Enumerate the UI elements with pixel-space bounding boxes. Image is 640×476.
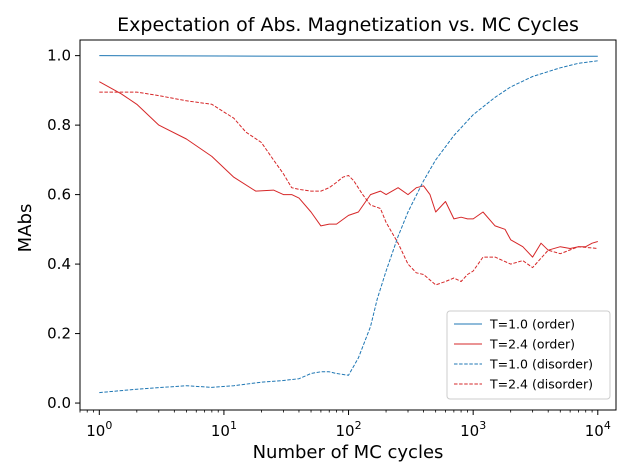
legend-box bbox=[446, 310, 611, 400]
y-tick-label-4: 0.8 bbox=[47, 116, 71, 134]
y-tick-label-3: 0.6 bbox=[47, 186, 71, 204]
x-tick-label-3: 103 bbox=[460, 419, 486, 440]
series-line-2 bbox=[99, 81, 598, 258]
legend-label-1: T=1.0 (order) bbox=[489, 317, 575, 332]
x-tick-label-1: 101 bbox=[211, 419, 237, 440]
y-tick-label-2: 0.4 bbox=[47, 255, 71, 273]
series-line-4 bbox=[99, 91, 598, 286]
y-tick-label-0: 0.0 bbox=[47, 394, 71, 412]
chart-title: Expectation of Abs. Magnetization vs. MC… bbox=[117, 14, 579, 36]
y-tick-label-1: 0.2 bbox=[47, 325, 71, 343]
plot-series bbox=[99, 55, 598, 394]
x-axis-ticks: 100 101 102 103 104 bbox=[79, 410, 611, 440]
plot-frame bbox=[79, 39, 617, 411]
series-line-1 bbox=[99, 55, 598, 57]
legend: T=1.0 (order) T=2.4 (order) T=1.0 (disorde… bbox=[446, 310, 611, 400]
y-axis-ticks: 0.0 0.2 0.4 0.6 0.8 1.0 bbox=[47, 47, 80, 412]
x-tick-label-0: 100 bbox=[86, 419, 112, 440]
x-tick-label-2: 102 bbox=[335, 419, 361, 440]
x-tick-label-4: 104 bbox=[585, 419, 611, 440]
x-axis-label: Number of MC cycles bbox=[253, 442, 444, 463]
legend-label-3: T=1.0 (disorder) bbox=[489, 357, 593, 372]
legend-label-2: T=2.4 (order) bbox=[489, 337, 575, 352]
y-tick-label-5: 1.0 bbox=[47, 47, 71, 65]
y-axis-label: MAbs bbox=[15, 204, 36, 253]
series-line-3 bbox=[99, 60, 598, 394]
legend-label-4: T=2.4 (disorder) bbox=[489, 377, 593, 392]
